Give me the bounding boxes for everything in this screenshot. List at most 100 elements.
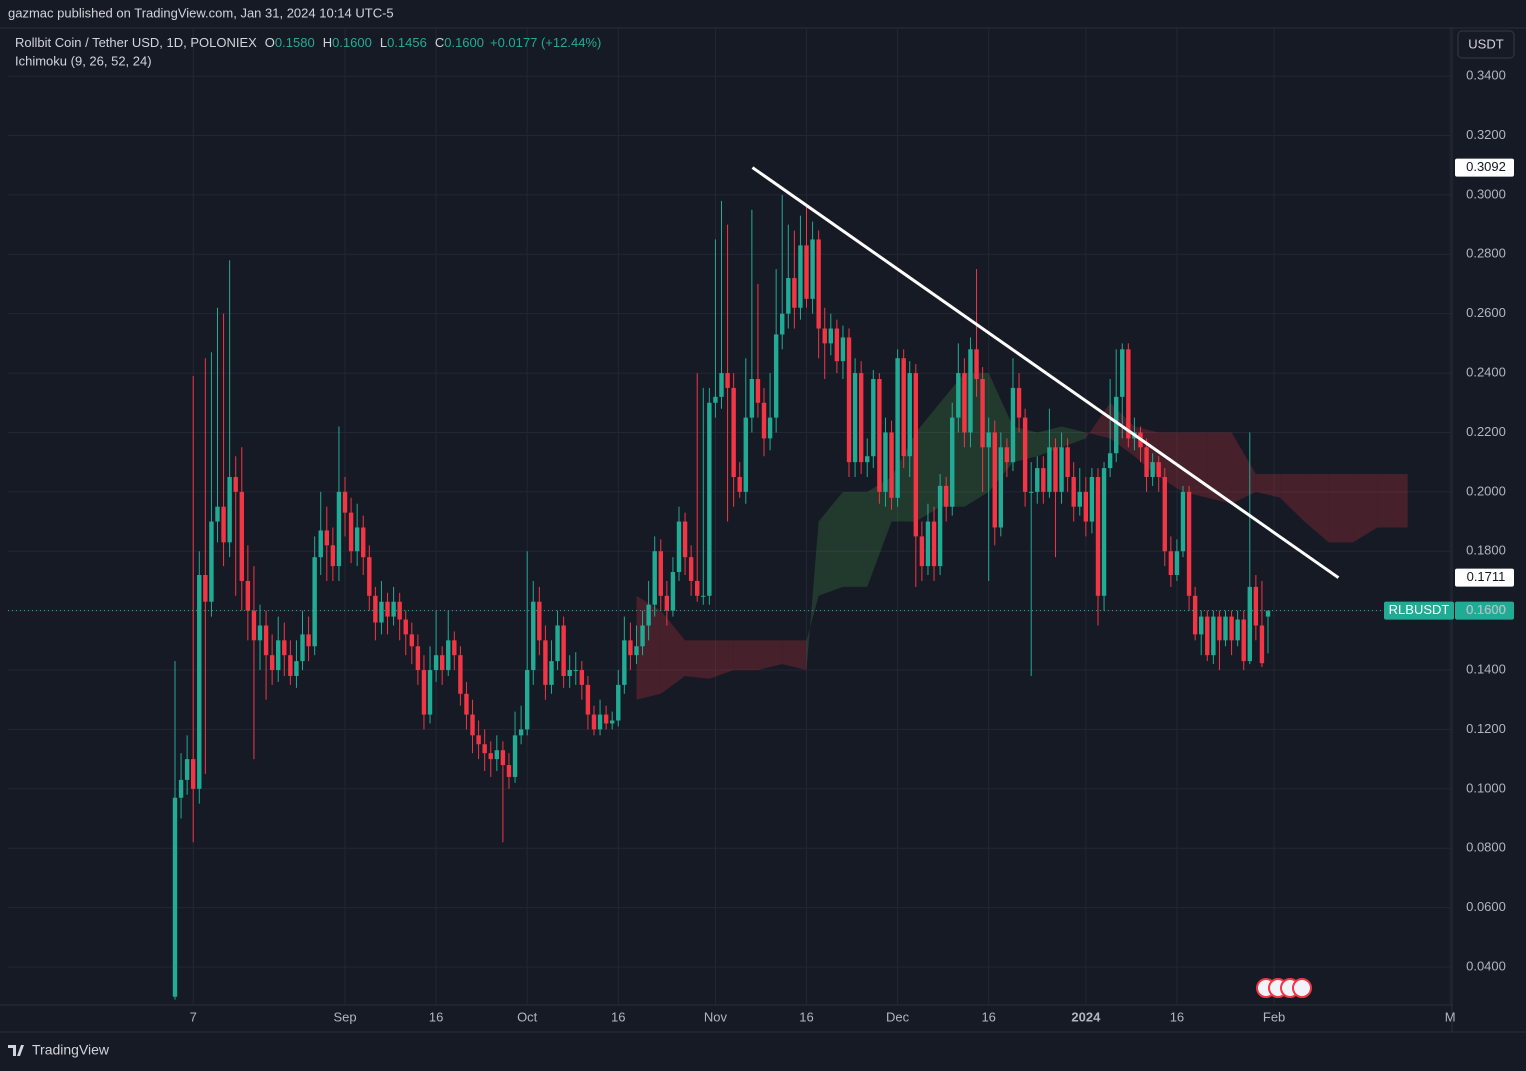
candle-body: [245, 580, 251, 611]
candle-body: [537, 601, 542, 641]
candle-body: [701, 595, 706, 597]
candle-body: [1211, 616, 1216, 656]
candle-body: [804, 245, 809, 299]
ohlc-value: 0.1600: [332, 35, 372, 50]
candle-body: [524, 670, 530, 730]
candle-body: [743, 417, 748, 492]
y-tick-label: 0.1400: [1466, 661, 1506, 676]
candle-body: [634, 646, 639, 656]
x-tick-label: Feb: [1263, 1009, 1285, 1024]
y-tick-label: 0.2400: [1466, 365, 1506, 380]
candle-body: [427, 670, 433, 715]
candle-body: [840, 337, 846, 362]
candle-body: [1035, 468, 1040, 492]
cloud-segment: [915, 402, 941, 522]
cloud-segment: [842, 491, 868, 587]
candle-body: [215, 506, 220, 522]
candle-body: [968, 349, 973, 433]
candle-body: [397, 601, 402, 620]
candle-body: [950, 417, 955, 507]
candle-body: [852, 373, 858, 463]
candle-body: [603, 714, 609, 724]
candle-body: [901, 358, 906, 457]
cloud-segment: [806, 521, 819, 671]
candle-body: [877, 379, 882, 492]
x-tick-label: 7: [190, 1009, 197, 1024]
candle-body: [925, 521, 931, 567]
candle-body: [798, 245, 803, 308]
symbol-title: Rollbit Coin / Tether USD, 1D, POLONIEX: [15, 35, 257, 50]
candle-body: [640, 625, 645, 647]
cloud-segment: [1280, 474, 1305, 522]
candle-body: [786, 278, 791, 314]
candle-body: [846, 337, 852, 463]
ohlc-value: 0.1580: [275, 35, 315, 50]
candle-body: [828, 328, 834, 344]
candle-body: [543, 640, 548, 685]
candle-body: [725, 373, 730, 388]
x-tick-label: Dec: [886, 1009, 910, 1024]
candle-body: [549, 661, 554, 685]
candle-body: [227, 477, 232, 543]
candle-body: [1259, 625, 1265, 664]
x-tick-label: Sep: [333, 1009, 356, 1024]
trendline: [751, 166, 1340, 579]
candle-body: [682, 521, 688, 558]
y-tick-label: 0.3400: [1466, 68, 1506, 83]
candle-body: [956, 373, 961, 418]
candle-body: [482, 744, 487, 754]
candle-body: [1235, 619, 1240, 641]
candle-body: [555, 625, 560, 662]
candle-body: [1083, 491, 1089, 522]
candle-body: [937, 485, 943, 567]
cloud-segment: [733, 640, 758, 671]
candle-body: [476, 735, 481, 745]
currency-label[interactable]: USDT: [1468, 36, 1503, 51]
candle-body: [257, 625, 263, 641]
candle-body: [943, 485, 949, 507]
candle-body: [1162, 477, 1167, 552]
candle-body: [1174, 551, 1180, 576]
event-icon[interactable]: [1292, 978, 1312, 998]
candle-body: [792, 278, 797, 308]
candle-body: [597, 714, 603, 730]
candle-body: [834, 328, 840, 362]
candle-body: [367, 557, 372, 596]
candle-body: [749, 379, 755, 418]
candle-body: [652, 551, 657, 605]
y-tick-label: 0.2200: [1466, 424, 1506, 439]
candle-body: [719, 373, 724, 397]
candle-body: [707, 402, 712, 596]
candle-body: [810, 239, 815, 299]
candle-body: [385, 601, 390, 617]
candle-body: [361, 527, 366, 558]
y-tick-label: 0.2600: [1466, 305, 1506, 320]
candle-body: [518, 729, 524, 736]
cloud-segment: [1353, 474, 1378, 543]
x-tick-label: 16: [429, 1009, 443, 1024]
candle-body: [695, 580, 700, 596]
candle-body: [269, 655, 275, 671]
candle-body: [664, 595, 670, 611]
candle-body: [512, 735, 518, 777]
y-tick-label: 0.0800: [1466, 840, 1506, 855]
candle-body: [658, 551, 663, 596]
x-tick-label: 16: [981, 1009, 995, 1024]
candle-body: [178, 779, 184, 798]
indicator-label: Ichimoku (9, 26, 52, 24): [15, 53, 152, 68]
candle-body: [452, 640, 457, 656]
candle-body: [646, 604, 651, 626]
y-tick-label: 0.1800: [1466, 543, 1506, 558]
candle-body: [324, 530, 329, 546]
cloud-segment: [685, 640, 710, 679]
brand-logo: [8, 1045, 24, 1056]
candle-body: [458, 655, 463, 694]
candle-body: [203, 575, 208, 602]
candle-body: [379, 601, 384, 623]
cloud-segment: [1085, 402, 1111, 439]
currency-button[interactable]: [1457, 30, 1515, 59]
candle-body: [579, 670, 585, 685]
cloud-segment: [757, 640, 783, 671]
